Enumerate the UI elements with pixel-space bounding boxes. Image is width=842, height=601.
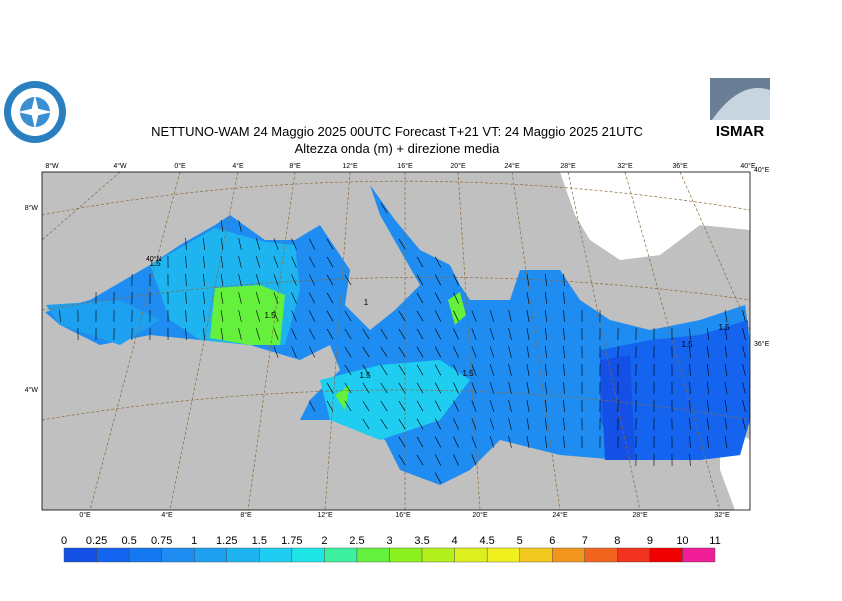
contour-label: 1.5 [718, 323, 730, 332]
colorbar-label: 1.75 [281, 535, 302, 547]
colorbar-box [585, 548, 618, 562]
colorbar-box [162, 548, 195, 562]
colorbar-box [292, 548, 325, 562]
contour-label: 1.5 [359, 371, 371, 380]
colorbar-label: 3.5 [414, 535, 429, 547]
right-label: 40°E [754, 166, 770, 174]
contour-label: 1.5 [681, 340, 693, 349]
top-label: 4°E [232, 162, 244, 170]
colorbar-label: 0.75 [151, 535, 172, 547]
colorbar: 0 0.25 0.5 0.75 1 1.25 1.5 1.75 2 2.5 3 3.5 4 4.5 5 6 7 8… [61, 535, 721, 562]
colorbar-label: 0.25 [86, 535, 107, 547]
sea-calm [600, 355, 635, 460]
colorbar-label: 3 [386, 535, 392, 547]
bottom-label: 32°E [714, 511, 730, 519]
colorbar-label: 6 [549, 535, 555, 547]
top-label: 12°E [342, 162, 358, 170]
top-label: 24°E [504, 162, 520, 170]
top-label: 32°E [617, 162, 633, 170]
colorbar-label: 11 [709, 535, 720, 547]
top-label: 8°E [289, 162, 301, 170]
top-label: 8°W [45, 162, 59, 170]
bottom-label: 12°E [317, 511, 333, 519]
logo-left [4, 81, 66, 143]
colorbar-box [422, 548, 455, 562]
top-label: 36°E [672, 162, 688, 170]
colorbar-label: 8 [614, 535, 620, 547]
right-label: 36°E [754, 340, 770, 348]
colorbar-label: 1.25 [216, 535, 237, 547]
bottom-label: 4°E [161, 511, 173, 519]
colorbar-box [455, 548, 488, 562]
colorbar-box [357, 548, 390, 562]
contour-label: 1.5 [462, 369, 474, 378]
subtitle: Altezza onda (m) + direzione media [295, 141, 501, 156]
colorbar-label: 5 [517, 535, 523, 547]
colorbar-label: 4 [452, 535, 458, 547]
top-label: 4°W [113, 162, 127, 170]
colorbar-label: 0 [61, 535, 67, 547]
left-label: 4°W [25, 386, 39, 394]
bottom-label: 16°E [395, 511, 411, 519]
colorbar-label: 1.5 [252, 535, 267, 547]
contour-label: 1 [364, 298, 369, 307]
bottom-label: 8°E [240, 511, 252, 519]
contour-label: 1.5 [264, 311, 276, 320]
logo-text: ISMAR [716, 123, 765, 140]
colorbar-box [129, 548, 162, 562]
colorbar-box [617, 548, 650, 562]
bottom-label: 0°E [79, 511, 91, 519]
colorbar-label: 0.5 [121, 535, 136, 547]
colorbar-label: 1 [191, 535, 197, 547]
top-label: 20°E [450, 162, 466, 170]
logo-right: ISMAR [710, 78, 770, 142]
colorbar-label: 10 [676, 535, 688, 547]
colorbar-box [324, 548, 357, 562]
top-label: 28°E [560, 162, 576, 170]
colorbar-box [97, 548, 130, 562]
colorbar-label: 4.5 [480, 535, 495, 547]
colorbar-label: 2.5 [349, 535, 364, 547]
map [42, 172, 750, 510]
colorbar-box [259, 548, 292, 562]
colorbar-box [227, 548, 260, 562]
colorbar-box [682, 548, 715, 562]
colorbar-box [650, 548, 683, 562]
colorbar-box [194, 548, 227, 562]
colorbar-label: 9 [647, 535, 653, 547]
colorbar-box [520, 548, 553, 562]
left-label: 8°W [25, 204, 39, 212]
bottom-label: 28°E [632, 511, 648, 519]
colorbar-box [64, 548, 97, 562]
top-label: 0°E [174, 162, 186, 170]
colorbar-label: 7 [582, 535, 588, 547]
title: NETTUNO-WAM 24 Maggio 2025 00UTC Forecas… [151, 124, 643, 139]
colorbar-label: 2 [321, 535, 327, 547]
colorbar-box [552, 548, 585, 562]
contour-label: 1.5 [149, 259, 161, 268]
bottom-label: 20°E [472, 511, 488, 519]
bottom-label: 24°E [552, 511, 568, 519]
top-label: 16°E [397, 162, 413, 170]
colorbar-box [390, 548, 423, 562]
colorbar-box [487, 548, 520, 562]
